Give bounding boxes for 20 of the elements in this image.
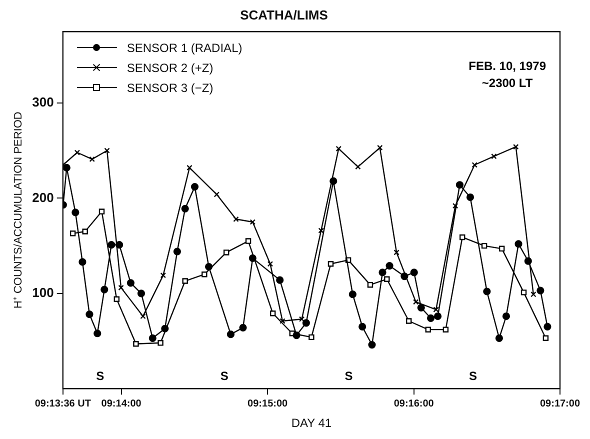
x-tick-label: 09:15:00 <box>248 398 288 410</box>
x-tick-label: 09:16:00 <box>394 398 434 410</box>
annotation: ~2300 LT <box>480 74 534 92</box>
annotation: S <box>468 368 478 383</box>
y-tick-label: 200 <box>32 190 54 205</box>
annotation: S <box>219 368 230 383</box>
annotation: S <box>344 368 354 383</box>
annotation: FEB. 10, 1979 <box>468 58 546 75</box>
y-axis-title: H⁺ COUNTS/ACCUMULATION PERIOD <box>12 112 25 309</box>
legend-label: SENSOR 1 (RADIAL) <box>126 40 242 57</box>
x-axis-title: DAY 41 <box>291 416 332 430</box>
annotation: S <box>95 368 106 383</box>
x-tick-label: 09:13:36 UT <box>34 398 91 410</box>
y-tick-label: 100 <box>32 284 54 300</box>
x-tick-label: 09:14:00 <box>101 398 142 410</box>
chart-title: SCATHA/LIMS <box>240 7 328 22</box>
legend-label: SENSOR 2 (+Z) <box>126 60 214 77</box>
legend-label: SENSOR 3 (−Z) <box>126 80 214 97</box>
y-tick-label: 300 <box>32 94 54 110</box>
x-tick-label: 09:17:00 <box>540 398 580 410</box>
